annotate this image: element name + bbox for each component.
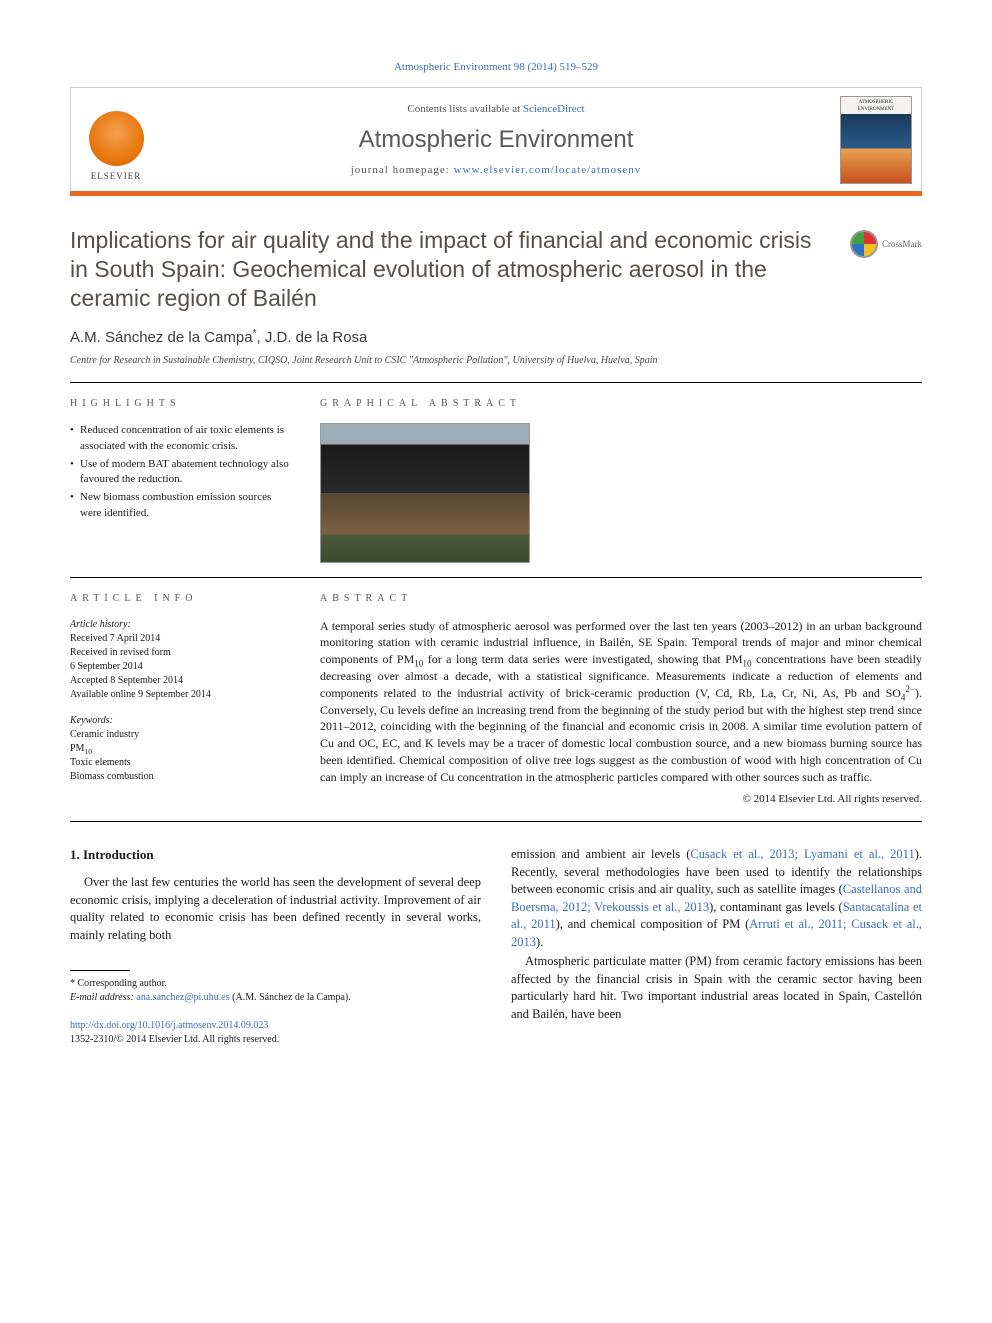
banner-center: Contents lists available at ScienceDirec… — [161, 88, 831, 191]
elsevier-tree-icon — [89, 111, 144, 166]
keywords-label: Keywords: — [70, 714, 290, 728]
divider — [70, 382, 922, 383]
elsevier-logo[interactable]: ELSEVIER — [81, 97, 151, 182]
abstract-copyright: © 2014 Elsevier Ltd. All rights reserved… — [320, 792, 922, 807]
corresponding-author-footnote: * Corresponding author. E-mail address: … — [70, 977, 481, 1005]
contents-available-line: Contents lists available at ScienceDirec… — [407, 102, 584, 117]
homepage-line: journal homepage: www.elsevier.com/locat… — [351, 163, 642, 178]
article-history-line: 6 September 2014 — [70, 660, 290, 674]
article-header: CrossMark Implications for air quality a… — [70, 226, 922, 367]
divider — [70, 577, 922, 578]
article-info-heading: ARTICLE INFO — [70, 592, 290, 606]
email-line: E-mail address: ana.sanchez@pi.uhu.es (A… — [70, 991, 481, 1005]
publisher-logo-area: ELSEVIER — [71, 88, 161, 191]
graphical-abstract-heading: GRAPHICAL ABSTRACT — [320, 397, 922, 411]
keywords-block: Keywords: Ceramic industry PM10 Toxic el… — [70, 714, 290, 784]
highlight-item: Use of modern BAT abatement technology a… — [70, 457, 290, 489]
corr-author-label: * Corresponding author. — [70, 977, 481, 991]
article-info-column: ARTICLE INFO Article history: Received 7… — [70, 592, 290, 807]
text-fragment: ), contaminant gas levels ( — [709, 900, 843, 914]
journal-banner: ELSEVIER Contents lists available at Sci… — [70, 87, 922, 192]
abstract-text: A temporal series study of atmospheric a… — [320, 618, 922, 786]
citation-link[interactable]: Cusack et al., 2013; Lyamani et al., 201… — [690, 847, 914, 861]
body-right-column: emission and ambient air levels (Cusack … — [511, 846, 922, 1047]
article-history-line: Received in revised form — [70, 646, 290, 660]
top-citation: Atmospheric Environment 98 (2014) 519–52… — [70, 60, 922, 75]
keyword-item: Ceramic industry — [70, 728, 290, 742]
authors-line: A.M. Sánchez de la Campa*, J.D. de la Ro… — [70, 327, 922, 348]
graphical-abstract-image — [320, 423, 530, 563]
highlight-item: New biomass combustion emission sources … — [70, 490, 290, 522]
graphical-abstract-column: GRAPHICAL ABSTRACT — [320, 397, 922, 563]
journal-name: Atmospheric Environment — [359, 123, 634, 157]
cover-title-text: ATMOSPHERIC ENVIRONMENT — [858, 100, 895, 112]
highlight-item: Reduced concentration of air toxic eleme… — [70, 423, 290, 455]
highlights-graphical-row: HIGHLIGHTS Reduced concentration of air … — [70, 397, 922, 563]
footnote-separator — [70, 970, 130, 971]
divider — [70, 821, 922, 822]
introduction-heading: 1. Introduction — [70, 846, 481, 864]
homepage-prefix: journal homepage: — [351, 164, 454, 176]
keyword-item: PM10 — [70, 742, 290, 756]
body-left-column: 1. Introduction Over the last few centur… — [70, 846, 481, 1047]
homepage-link[interactable]: www.elsevier.com/locate/atmosenv — [454, 164, 642, 176]
journal-cover-thumbnail[interactable]: ATMOSPHERIC ENVIRONMENT — [840, 96, 912, 184]
doi-link[interactable]: http://dx.doi.org/10.1016/j.atmosenv.201… — [70, 1020, 268, 1031]
crossmark-label: CrossMark — [882, 238, 922, 251]
highlights-column: HIGHLIGHTS Reduced concentration of air … — [70, 397, 290, 563]
keyword-item: Biomass combustion — [70, 770, 290, 784]
text-fragment: ), and chemical composition of PM ( — [556, 917, 750, 931]
text-fragment: emission and ambient air levels ( — [511, 847, 690, 861]
page-root: Atmospheric Environment 98 (2014) 519–52… — [0, 0, 992, 1087]
keyword-item: Toxic elements — [70, 756, 290, 770]
sciencedirect-link[interactable]: ScienceDirect — [523, 103, 585, 115]
article-title: Implications for air quality and the imp… — [70, 226, 922, 312]
doi-block: http://dx.doi.org/10.1016/j.atmosenv.201… — [70, 1019, 481, 1047]
article-history-line: Accepted 8 September 2014 — [70, 674, 290, 688]
article-info-block: Article history: Received 7 April 2014 R… — [70, 618, 290, 702]
text-fragment: ). — [536, 935, 543, 949]
article-history-label: Article history: — [70, 618, 290, 632]
highlights-heading: HIGHLIGHTS — [70, 397, 290, 411]
intro-paragraph: Over the last few centuries the world ha… — [70, 874, 481, 944]
intro-paragraph: Atmospheric particulate matter (PM) from… — [511, 953, 922, 1023]
article-history-line: Received 7 April 2014 — [70, 632, 290, 646]
affiliation: Centre for Research in Sustainable Chemi… — [70, 354, 922, 368]
journal-cover-area: ATMOSPHERIC ENVIRONMENT — [831, 88, 921, 191]
crossmark-icon — [850, 230, 878, 258]
abstract-heading: ABSTRACT — [320, 592, 922, 606]
highlights-list: Reduced concentration of air toxic eleme… — [70, 423, 290, 523]
email-link[interactable]: ana.sanchez@pi.uhu.es — [136, 992, 229, 1003]
body-two-column: 1. Introduction Over the last few centur… — [70, 846, 922, 1047]
intro-paragraph: emission and ambient air levels (Cusack … — [511, 846, 922, 951]
orange-accent-bar — [70, 191, 922, 196]
info-abstract-row: ARTICLE INFO Article history: Received 7… — [70, 592, 922, 807]
crossmark-badge[interactable]: CrossMark — [850, 230, 922, 258]
contents-prefix: Contents lists available at — [407, 103, 522, 115]
email-author-suffix: (A.M. Sánchez de la Campa). — [230, 992, 351, 1003]
abstract-column: ABSTRACT A temporal series study of atmo… — [320, 592, 922, 807]
email-label: E-mail address: — [70, 992, 136, 1003]
issn-copyright-line: 1352-2310/© 2014 Elsevier Ltd. All right… — [70, 1033, 481, 1047]
publisher-name: ELSEVIER — [91, 170, 142, 183]
article-history-line: Available online 9 September 2014 — [70, 688, 290, 702]
